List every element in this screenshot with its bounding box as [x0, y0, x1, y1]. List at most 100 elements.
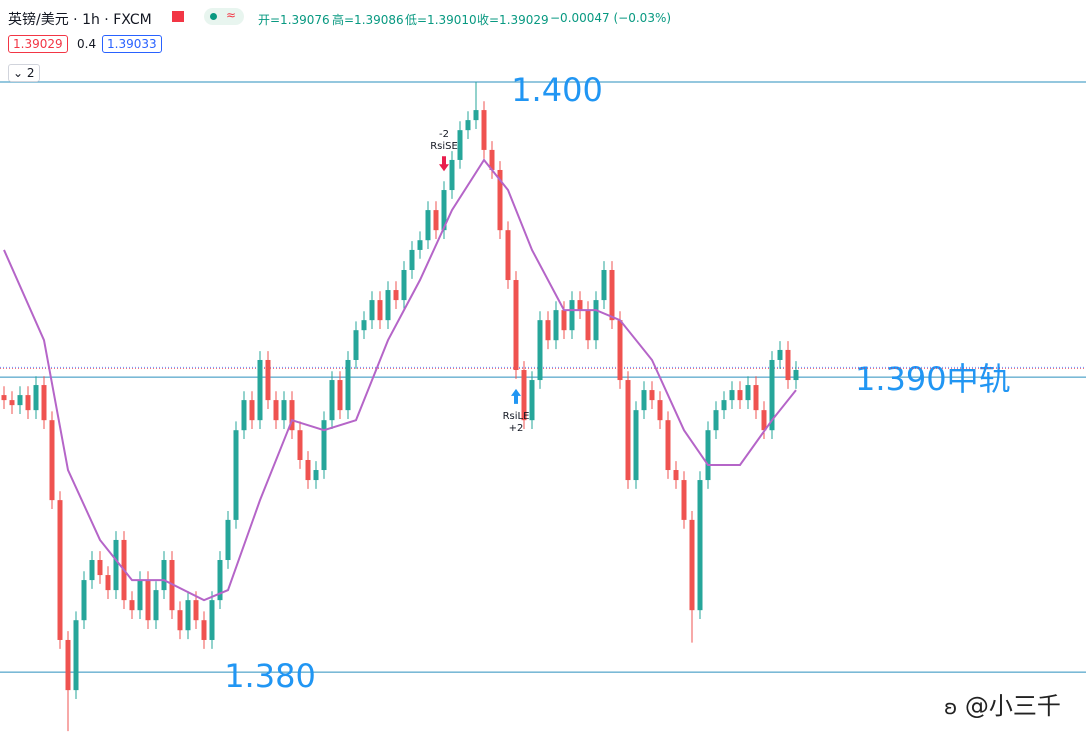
- candle-body: [353, 330, 359, 360]
- candle-body: [33, 385, 39, 411]
- candle-body: [425, 210, 431, 241]
- flag-icon: [172, 11, 184, 22]
- close: 收=1.39029: [477, 13, 549, 27]
- candle-body: [345, 359, 351, 411]
- collapse-button[interactable]: ⌄ 2: [8, 64, 40, 82]
- candle-body: [57, 500, 63, 640]
- candle-body: [25, 395, 31, 411]
- candle-body: [497, 169, 503, 231]
- candle-body: [713, 410, 719, 431]
- candle-body: [377, 300, 383, 321]
- candle-body: [313, 470, 319, 481]
- candle-body: [569, 300, 575, 331]
- candle-body: [17, 395, 23, 406]
- candle-body: [137, 580, 143, 611]
- candle-body: [433, 210, 439, 231]
- candle-body: [49, 420, 55, 501]
- signal-label: RsiSE: [430, 141, 458, 152]
- candle-body: [273, 400, 279, 421]
- watermark: ʚ @小三千: [944, 692, 1061, 720]
- signal-qty: -2: [439, 129, 449, 140]
- candle-body: [721, 400, 727, 411]
- candle-body: [281, 400, 287, 421]
- candle-body: [145, 580, 151, 621]
- candle-body: [745, 385, 751, 401]
- candle-body: [737, 390, 743, 401]
- candle-body: [657, 400, 663, 421]
- status-pill: ≈: [204, 8, 244, 25]
- candle-body: [161, 560, 167, 591]
- bid-box[interactable]: 1.39029: [8, 35, 68, 53]
- candle-body: [777, 349, 783, 360]
- change: −0.00047 (−0.03%): [550, 11, 672, 25]
- candle-body: [625, 380, 631, 481]
- candle-body: [617, 320, 623, 381]
- candle-body: [225, 519, 231, 561]
- candle-body: [753, 385, 759, 411]
- candle-body: [177, 610, 183, 631]
- symbol: 英镑/美元 · 1h · FXCM: [8, 12, 152, 28]
- signal-label: RsiLE: [503, 411, 530, 422]
- candle-body: [473, 110, 479, 121]
- candle-body: [369, 300, 375, 321]
- candle-body: [329, 380, 335, 421]
- candle-body: [417, 240, 423, 250]
- candle-body: [673, 470, 679, 481]
- candle-body: [185, 600, 191, 631]
- open: 开=1.39076: [258, 13, 330, 27]
- candle-body: [441, 190, 447, 231]
- candle-body: [585, 310, 591, 341]
- candle-body: [705, 430, 711, 481]
- candle-body: [665, 420, 671, 471]
- signal-qty: +2: [509, 423, 524, 434]
- signal-arrow: [511, 388, 521, 404]
- candle-body: [113, 539, 119, 591]
- candle-body: [729, 390, 735, 401]
- candle-body: [401, 269, 407, 301]
- candle-body: [593, 300, 599, 341]
- candle-body: [649, 390, 655, 401]
- candle-body: [129, 600, 135, 611]
- candle-body: [553, 310, 559, 341]
- candle-body: [609, 269, 615, 321]
- candle-body: [481, 110, 487, 150]
- candle-body: [297, 430, 303, 460]
- candle-body: [105, 575, 111, 591]
- candle-body: [233, 430, 239, 520]
- level-label: 1.400: [511, 71, 603, 109]
- candle-body: [217, 560, 223, 601]
- candle-body: [305, 459, 311, 481]
- candle-body: [393, 290, 399, 301]
- candle-body: [249, 400, 255, 421]
- candle-body: [641, 390, 647, 411]
- candle-body: [785, 349, 791, 381]
- level-label: 1.390中轨: [855, 360, 1011, 398]
- candle-body: [321, 420, 327, 471]
- collapse-count: 2: [26, 66, 35, 80]
- candle-body: [193, 600, 199, 621]
- candle-body: [385, 290, 391, 321]
- candle-body: [73, 620, 79, 691]
- candle-body: [681, 480, 687, 520]
- candle-body: [241, 400, 247, 431]
- candle-body: [361, 320, 367, 331]
- candle-body: [81, 580, 87, 621]
- candle-body: [761, 410, 767, 431]
- candle-body: [457, 130, 463, 160]
- high: 高=1.39086: [332, 13, 404, 27]
- candle-body: [9, 400, 15, 406]
- low: 低=1.39010: [405, 13, 477, 27]
- candle-body: [561, 310, 567, 331]
- candle-body: [209, 600, 215, 640]
- ask-box[interactable]: 1.39033: [102, 35, 162, 53]
- candle-body: [337, 380, 343, 411]
- candle-body: [257, 359, 263, 421]
- candle-body: [89, 560, 95, 581]
- candle-body: [521, 370, 527, 421]
- candle-body: [513, 280, 519, 371]
- candle-body: [201, 620, 207, 640]
- candle-body: [633, 410, 639, 481]
- candle-body: [793, 370, 799, 381]
